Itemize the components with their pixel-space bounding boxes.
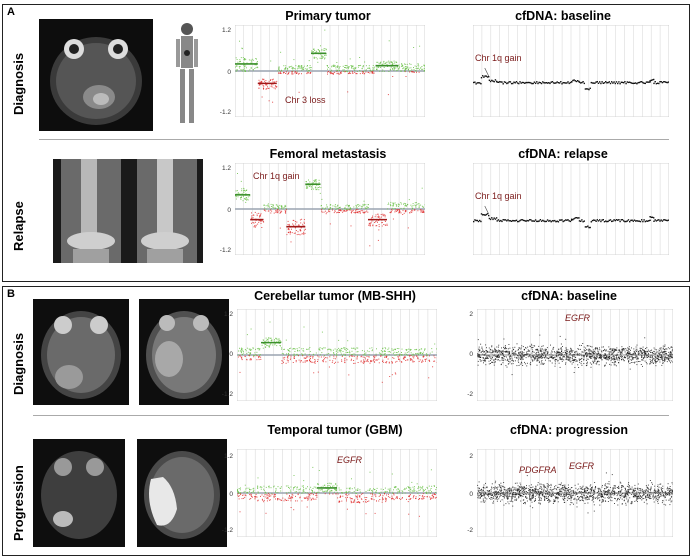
ytick-bottom-b1: -1.2 bbox=[221, 391, 233, 398]
annotation-egfr-progression: EGFR bbox=[569, 461, 595, 471]
ytick-zero-b2: 0 bbox=[229, 491, 233, 498]
ytick-top-b1: 1.2 bbox=[223, 311, 233, 318]
ytick-zero-b1: 0 bbox=[229, 351, 233, 358]
mri-axial-flair-image bbox=[139, 299, 229, 405]
row-label-diagnosis: Diagnosis bbox=[11, 52, 26, 115]
cfdna-plot-baseline-b bbox=[477, 309, 673, 401]
panel-b: B Diagnosis Progression Cerebellar tumor… bbox=[2, 286, 690, 556]
ytick-bottom: -1.2 bbox=[219, 109, 231, 116]
cnv-plot-temporal-tumor bbox=[237, 449, 437, 537]
ytick-top-b2: 1.2 bbox=[223, 453, 233, 460]
row-label-progression: Progression bbox=[11, 465, 26, 541]
ytick-top-2: 1.2 bbox=[221, 165, 231, 172]
cnv-plot-primary-tumor bbox=[235, 25, 425, 117]
cfdna-ytick-bottom-b1: -2 bbox=[467, 391, 473, 398]
ytick-bottom-2: -1.2 bbox=[219, 247, 231, 254]
annotation-chr1q-gain-baseline: Chr 1q gain bbox=[475, 53, 522, 63]
mri-temporal-image bbox=[33, 439, 125, 547]
cfdna-ytick-top-b1: 2 bbox=[469, 311, 473, 318]
row-label-diagnosis-b: Diagnosis bbox=[11, 332, 26, 395]
plot-title-femoral-metastasis: Femoral metastasis bbox=[269, 147, 387, 161]
cfdna-ytick-zero-b1: 0 bbox=[469, 351, 473, 358]
row-separator-b bbox=[33, 415, 669, 416]
bone-scan-image bbox=[163, 19, 211, 131]
row-label-relapse: Relapse bbox=[11, 201, 26, 251]
mri-cerebellar-image bbox=[33, 299, 129, 405]
row-separator-a bbox=[39, 139, 669, 140]
annotation-chr3-loss: Chr 3 loss bbox=[285, 95, 326, 105]
mri-coronal-femur-image bbox=[53, 159, 203, 263]
plot-title-temporal-tumor: Temporal tumor (GBM) bbox=[267, 423, 403, 437]
annotation-pdgfra: PDGFRA bbox=[519, 465, 557, 475]
cfdna-ytick-top-b2: 2 bbox=[469, 453, 473, 460]
cfdna-plot-baseline-a bbox=[473, 25, 669, 117]
cfdna-ytick-bottom-b2: -2 bbox=[467, 527, 473, 534]
cfdna-title-baseline-b: cfDNA: baseline bbox=[521, 289, 617, 303]
cfdna-ytick-zero-b2: 0 bbox=[469, 491, 473, 498]
annotation-chr1q-gain-metastasis: Chr 1q gain bbox=[253, 171, 300, 181]
mri-axial-image bbox=[39, 19, 153, 131]
panel-b-label: B bbox=[7, 288, 15, 300]
cfdna-title-progression: cfDNA: progression bbox=[509, 423, 629, 437]
cnv-plot-femoral-metastasis bbox=[235, 163, 425, 255]
panel-a-label: A bbox=[7, 6, 15, 18]
annotation-chr1q-gain-relapse: Chr 1q gain bbox=[475, 191, 522, 201]
plot-title-primary-tumor: Primary tumor bbox=[285, 9, 371, 23]
ytick-top: 1.2 bbox=[221, 27, 231, 34]
ytick-zero-2: 0 bbox=[227, 207, 231, 214]
plot-title-cerebellar-tumor: Cerebellar tumor (MB-SHH) bbox=[254, 289, 416, 303]
annotation-egfr-baseline: EGFR bbox=[565, 313, 591, 323]
cfdna-plot-relapse bbox=[473, 163, 669, 255]
ytick-bottom-b2: -1.2 bbox=[221, 527, 233, 534]
annotation-egfr-tumor: EGFR bbox=[337, 455, 363, 465]
ytick-zero: 0 bbox=[227, 69, 231, 76]
mri-flair-gbm-image bbox=[137, 439, 227, 547]
cfdna-title-relapse: cfDNA: relapse bbox=[518, 147, 608, 161]
cnv-plot-cerebellar-tumor bbox=[237, 309, 437, 401]
cfdna-plot-progression bbox=[477, 449, 673, 537]
panel-a: A Diagnosis Relapse Primary tumor 1.2 0 … bbox=[2, 4, 690, 282]
cfdna-title-baseline-a: cfDNA: baseline bbox=[515, 9, 611, 23]
